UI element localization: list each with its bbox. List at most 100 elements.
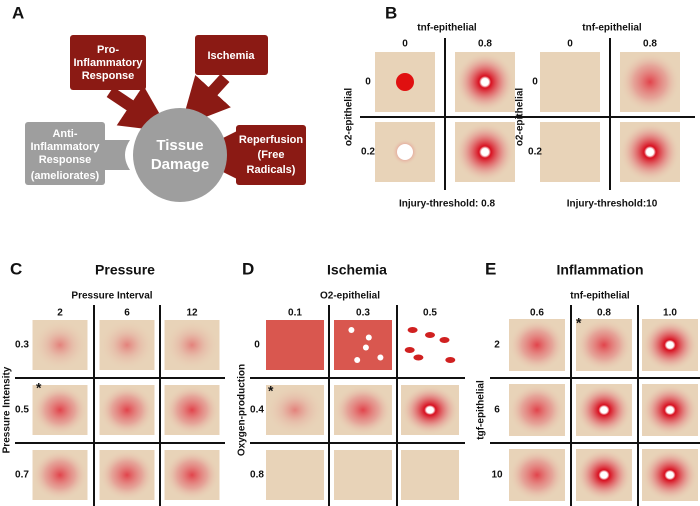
row-axis-label: o2-epithelial [344,88,355,147]
box-text: Response [82,70,135,82]
simulation-image [540,52,600,112]
damage-spot [620,122,680,182]
damage-spot [642,384,698,436]
damage-spot [642,449,698,501]
box-text: Anti- [52,128,77,140]
column-axis-label: Pressure Interval [71,291,152,302]
simulation-image [334,320,392,370]
row-label: 0 [254,340,260,351]
box-text: Pro- [97,44,119,56]
panel-label: D [242,259,254,278]
column-label: 0.8 [643,39,657,50]
column-label: 0.1 [288,308,302,319]
box-pro-inflammatory [70,35,146,90]
damage-spot [32,320,88,370]
red-patch [413,354,424,361]
damage-spot [642,319,698,371]
white-patch [362,344,369,351]
box-text: Inflammatory [30,141,100,153]
column-axis-label: tnf-epithelial [582,23,642,34]
row-label: 2 [494,340,500,351]
panel-a: A Pro- Inflammatory Response Ischemia Re… [12,3,306,202]
caption: Injury-threshold:10 [567,199,658,210]
column-label: 0.8 [478,39,492,50]
row-label: 6 [494,405,500,416]
panel-title: Inflammation [556,262,643,278]
damage-spot [576,449,632,501]
damage-spot [396,73,414,91]
row-axis-label: Oxygen-production [237,364,248,456]
damage-spot [620,52,680,112]
box-text: Ischemia [207,50,255,62]
box-text: Radicals) [247,164,296,176]
white-patch [365,334,372,341]
panel-label: C [10,259,22,278]
damage-spot [99,450,155,500]
circle-text: Damage [151,156,209,173]
damage-spot [164,320,220,370]
damage-spot [509,449,565,501]
red-patch [407,327,418,333]
row-label: 0 [365,77,371,88]
column-label: 0 [402,39,408,50]
column-label: 0.3 [356,308,370,319]
white-patch [354,357,361,363]
row-axis-label: tgf-epithelial [476,380,487,440]
row-label: 0.7 [15,470,29,481]
panel-title: Pressure [95,262,155,278]
white-patch [377,354,384,361]
red-patch [404,347,415,353]
column-label: 0 [567,39,573,50]
box-ischemia [195,35,268,75]
simulation-image [540,122,600,182]
panel-label: B [385,3,397,22]
column-label: 2 [57,308,63,319]
inhibitor [105,140,130,170]
damage-spot [32,385,88,435]
damage-spot [401,385,459,435]
asterisk: * [576,315,582,331]
damage-spot [455,122,515,182]
circle-text: Tissue [156,137,203,154]
damage-spot [455,52,515,112]
row-label: 0.4 [250,405,264,416]
simulation-image [334,450,392,500]
damage-spot [99,320,155,370]
box-reperfusion [236,125,306,185]
damage-spot [99,385,155,435]
damage-spot [397,144,413,160]
box-text: Response [39,154,92,166]
box-text: Reperfusion [239,134,303,146]
row-label: 0 [532,77,538,88]
arrow [106,85,170,132]
box-text: (ameliorates) [31,170,100,182]
red-patch [445,357,456,363]
row-label: 0.8 [250,470,264,481]
simulation-image [401,450,459,500]
row-axis-label: Pressure Intensity [2,366,13,453]
damage-spot [164,385,220,435]
red-patch [425,332,435,338]
row-label: 0.3 [15,340,29,351]
panel-title: Ischemia [327,262,387,278]
column-label: 0.8 [597,308,611,319]
damage-spot [164,450,220,500]
column-label: 0.6 [530,308,544,319]
box-anti-inflammatory [25,122,105,185]
column-label: 6 [124,308,130,319]
white-patch [348,327,355,333]
column-axis-label: O2-epithelial [320,291,380,302]
row-axis-label: o2-epithelial [515,88,526,147]
column-label: 1.0 [663,308,677,319]
column-label: 12 [186,308,198,319]
asterisk: * [268,383,274,399]
row-label: 0.2 [361,147,375,158]
damage-spot [509,319,565,371]
box-text: (Free [258,149,285,161]
tissue-damage-circle [133,108,227,202]
damage-spot [509,384,565,436]
arrow [180,73,231,127]
row-label: 0.2 [528,147,542,158]
asterisk: * [36,380,42,396]
